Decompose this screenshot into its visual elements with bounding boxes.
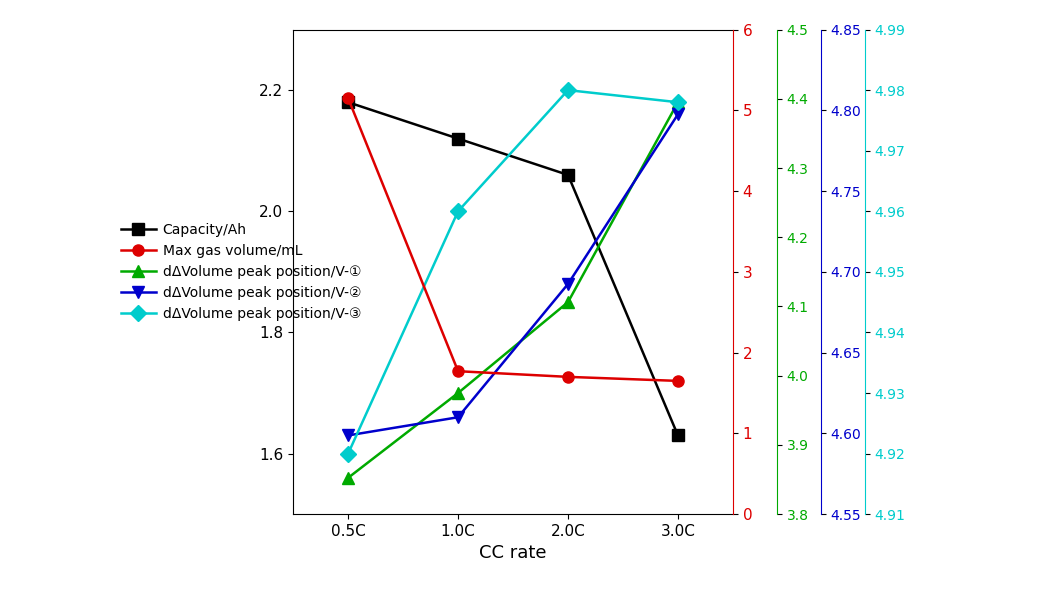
Legend: Capacity/Ah, Max gas volume/mL, dΔVolume peak position/V-①, dΔVolume peak positi: Capacity/Ah, Max gas volume/mL, dΔVolume… (115, 217, 366, 326)
Max gas volume/mL (671, 378, 684, 385)
Line: dΔVolume peak position/V-①: dΔVolume peak position/V-① (342, 97, 684, 483)
Capacity/Ah (561, 171, 574, 178)
dΔVolume peak position/V-① (671, 99, 684, 106)
dΔVolume peak position/V-③ (452, 207, 465, 215)
Capacity/Ah (671, 432, 684, 439)
dΔVolume peak position/V-① (452, 389, 465, 397)
Capacity/Ah (452, 135, 465, 142)
dΔVolume peak position/V-③ (561, 86, 574, 93)
dΔVolume peak position/V-② (561, 280, 574, 287)
dΔVolume peak position/V-① (341, 474, 354, 481)
Line: dΔVolume peak position/V-③: dΔVolume peak position/V-③ (342, 85, 684, 459)
Line: Max gas volume/mL: Max gas volume/mL (342, 93, 684, 387)
dΔVolume peak position/V-② (671, 111, 684, 118)
X-axis label: CC rate: CC rate (480, 544, 547, 563)
dΔVolume peak position/V-② (341, 432, 354, 439)
Max gas volume/mL (561, 374, 574, 381)
dΔVolume peak position/V-③ (341, 450, 354, 457)
Max gas volume/mL (452, 368, 465, 375)
Max gas volume/mL (341, 95, 354, 102)
dΔVolume peak position/V-② (452, 414, 465, 421)
Line: Capacity/Ah: Capacity/Ah (342, 97, 684, 441)
Capacity/Ah (341, 99, 354, 106)
dΔVolume peak position/V-① (561, 298, 574, 306)
Line: dΔVolume peak position/V-②: dΔVolume peak position/V-② (342, 109, 684, 441)
dΔVolume peak position/V-③ (671, 99, 684, 106)
